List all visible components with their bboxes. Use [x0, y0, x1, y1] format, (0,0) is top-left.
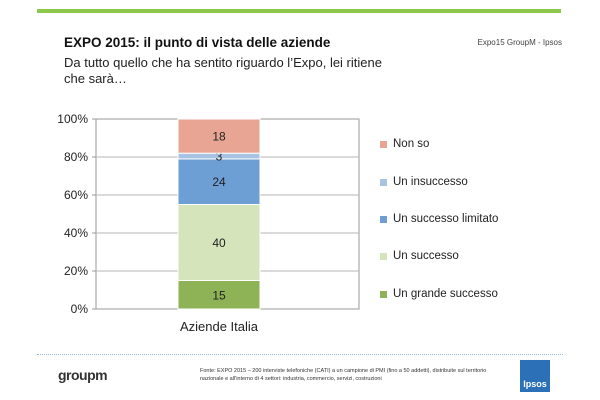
legend-item: Un successo — [380, 249, 459, 263]
category-label: Aziende Italia — [180, 319, 259, 334]
data-label: 18 — [212, 130, 226, 144]
y-tick-label: 100% — [57, 112, 88, 126]
source-tag: Expo15 GroupM - Ipsos — [477, 38, 562, 47]
legend-label: Non so — [393, 138, 430, 150]
footer-divider — [37, 354, 563, 355]
y-tick-label: 80% — [64, 150, 88, 164]
legend-label: Un successo limitato — [393, 213, 499, 225]
legend-swatch — [380, 290, 387, 298]
source-footnote: Fonte: EXPO 2015 – 200 interviste telefo… — [200, 368, 487, 382]
legend-item: Un insuccesso — [380, 175, 468, 189]
legend-item: Un successo limitato — [380, 212, 498, 226]
groupm-logo: groupm — [58, 367, 108, 383]
bar-segment — [177, 204, 261, 281]
chart-legend: Non so Un insuccesso Un successo limitato U… — [380, 0, 570, 400]
ipsos-logo: Ipsos — [520, 360, 550, 392]
ipsos-logo-text: Ipsos — [523, 379, 547, 389]
top-accent-bar — [37, 9, 561, 13]
y-tick-label: 20% — [64, 264, 88, 278]
y-tick-label: 0% — [71, 302, 89, 316]
legend-label: Un successo — [393, 250, 459, 262]
legend-label: Un grande successo — [393, 288, 498, 300]
data-label: 24 — [212, 175, 226, 189]
legend-swatch — [380, 140, 387, 148]
bar-segment — [177, 158, 261, 205]
legend-item: Non so — [380, 137, 429, 151]
bar-segment — [177, 280, 261, 310]
bar-segment — [177, 118, 261, 154]
page-title: EXPO 2015: il punto di vista delle azien… — [64, 35, 331, 50]
legend-swatch — [380, 178, 387, 186]
legend-swatch — [380, 252, 387, 260]
legend-item: Un grande successo — [380, 287, 498, 301]
y-tick-label: 40% — [64, 226, 88, 240]
data-label: 40 — [212, 236, 226, 250]
y-tick-label: 60% — [64, 188, 88, 202]
data-label: 3 — [216, 150, 223, 164]
page-subtitle: Da tutto quello che ha sentito riguardo … — [64, 55, 382, 86]
legend-label: Un insuccesso — [393, 176, 468, 188]
data-label: 15 — [212, 288, 226, 302]
legend-swatch — [380, 215, 387, 223]
